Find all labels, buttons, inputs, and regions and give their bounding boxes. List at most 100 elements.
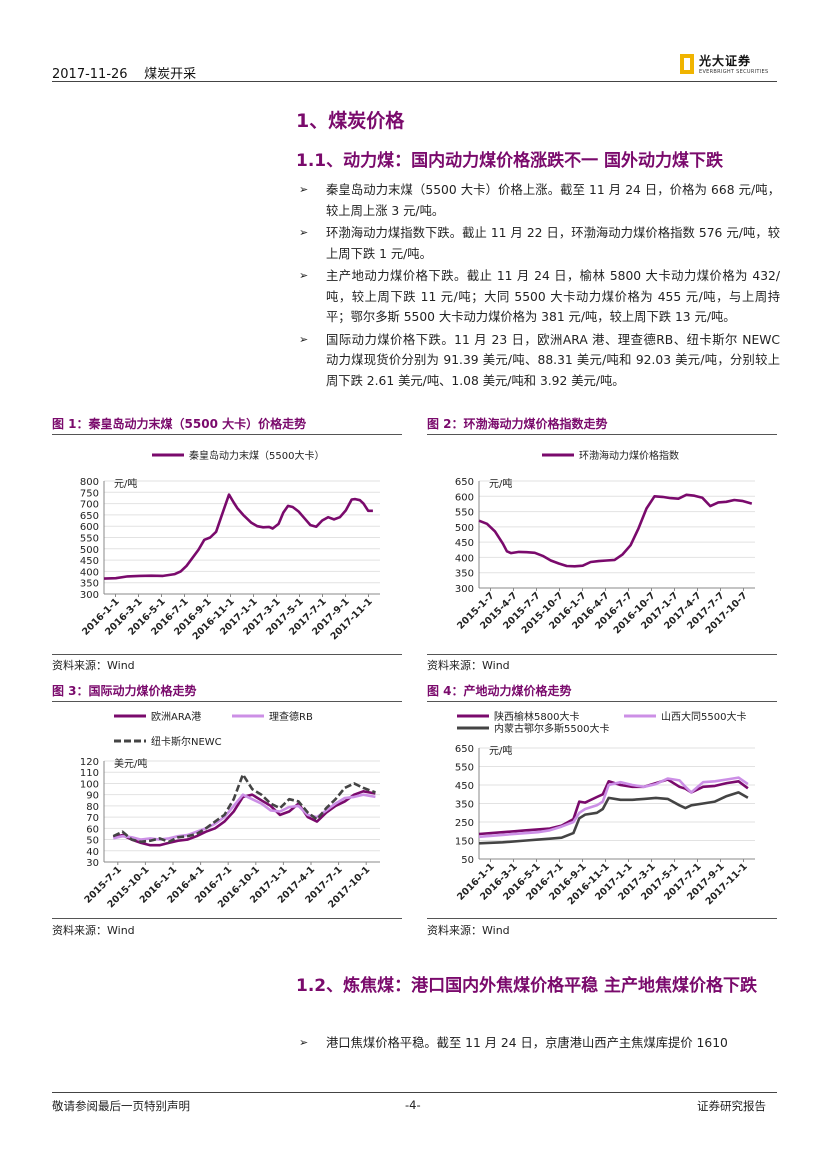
figure-1-divider <box>52 434 402 435</box>
figure-1-bottom-rule <box>52 654 402 655</box>
figure-4-source: 资料来源：Wind <box>427 924 510 937</box>
subsection-title-1: 1.1、动力煤：国内动力煤价格涨跌不一 国外动力煤下跌 <box>296 151 724 171</box>
unit-label: 元/吨 <box>114 477 137 490</box>
list-item: ➢ 国际动力煤价格下跌。11 月 23 日，欧洲ARA 港、理查德RB、纽卡斯尔 … <box>296 330 780 392</box>
y-tick-label: 350 <box>80 579 99 590</box>
figure-4-title: 图 4：产地动力煤价格走势 <box>427 684 572 698</box>
bullet-list-2: ➢ 港口焦煤价格平稳。截至 11 月 24 日，京唐港山西产主焦煤库提价 1610 <box>296 1033 780 1056</box>
series-line-0 <box>103 493 373 580</box>
y-tick-label: 50 <box>461 855 474 866</box>
y-tick-label: 450 <box>455 538 474 549</box>
bullet-text: 港口焦煤价格平稳。截至 11 月 24 日，京唐港山西产主焦煤库提价 1610 <box>326 1036 728 1050</box>
list-item: ➢ 港口焦煤价格平稳。截至 11 月 24 日，京唐港山西产主焦煤库提价 1610 <box>296 1033 780 1054</box>
logo-mark-icon <box>680 54 694 74</box>
y-tick-label: 350 <box>455 569 474 580</box>
series-line-0 <box>478 493 753 568</box>
y-tick-label: 650 <box>455 744 474 755</box>
y-tick-label: 150 <box>455 837 474 848</box>
arrow-bullet-icon: ➢ <box>299 332 309 346</box>
y-tick-label: 550 <box>80 534 99 545</box>
section-title: 1、煤炭价格 <box>296 110 405 132</box>
y-tick-label: 80 <box>86 802 99 813</box>
footer-divider <box>52 1092 777 1093</box>
arrow-bullet-icon: ➢ <box>299 183 309 196</box>
page-number: -4- <box>405 1098 421 1112</box>
legend-label: 欧洲ARA港 <box>151 711 201 723</box>
figure-3-title: 图 3：国际动力煤价格走势 <box>52 684 197 698</box>
list-item: ➢ 主产地动力煤价格下跌。截止 11 月 24 日，榆林 5800 大卡动力煤价格… <box>296 266 780 328</box>
y-tick-label: 250 <box>455 818 474 829</box>
y-tick-label: 40 <box>86 847 99 858</box>
legend-label: 内蒙古鄂尔多斯5500大卡 <box>494 722 609 735</box>
y-tick-label: 550 <box>455 508 474 519</box>
series-line-2 <box>112 773 376 844</box>
header-date: 2017-11-26 <box>52 67 128 82</box>
list-item: ➢ 秦皇岛动力末煤（5500 大卡）价格上涨。截至 11 月 24 日，价格为 6… <box>296 180 780 221</box>
unit-label: 美元/吨 <box>114 757 147 770</box>
series-line-0 <box>478 778 749 836</box>
bullet-text: 秦皇岛动力末煤（5500 大卡）价格上涨。截至 11 月 24 日，价格为 66… <box>326 183 780 218</box>
y-tick-label: 120 <box>80 757 99 768</box>
y-tick-label: 450 <box>80 556 99 567</box>
figure-1-title: 图 1：秦皇岛动力末煤（5500 大卡）价格走势 <box>52 417 307 431</box>
y-tick-label: 750 <box>80 488 99 499</box>
y-tick-label: 600 <box>455 492 474 503</box>
legend-label: 理查德RB <box>269 710 313 723</box>
y-tick-label: 90 <box>86 791 99 802</box>
y-tick-label: 50 <box>86 836 99 847</box>
y-tick-label: 350 <box>455 800 474 811</box>
unit-label: 元/吨 <box>489 744 512 757</box>
y-tick-label: 500 <box>80 545 99 556</box>
y-tick-label: 300 <box>80 590 99 601</box>
figure-3-bottom-rule <box>52 918 402 919</box>
y-tick-label: 600 <box>80 522 99 533</box>
legend-label: 环渤海动力煤价格指数 <box>579 449 679 462</box>
series-line-2 <box>478 791 749 845</box>
subsection-title-2: 1.2、炼焦煤：港口国内外焦煤价格平稳 主产地焦煤价格下跌 <box>296 976 758 996</box>
arrow-bullet-icon: ➢ <box>299 1036 309 1049</box>
y-tick-label: 30 <box>86 858 99 869</box>
header-divider <box>52 81 777 82</box>
figure-3-divider <box>52 701 402 702</box>
figure-3-source: 资料来源：Wind <box>52 924 135 937</box>
y-tick-label: 450 <box>455 781 474 792</box>
arrow-bullet-icon: ➢ <box>299 226 309 239</box>
series-line-0 <box>112 790 376 847</box>
legend-label: 山西大同5500大卡 <box>661 710 746 723</box>
logo-text-cn: 光大证券 <box>699 54 752 68</box>
bullet-text: 主产地动力煤价格下跌。截止 11 月 24 日，榆林 5800 大卡动力煤价格为… <box>326 269 780 324</box>
y-tick-label: 400 <box>80 567 99 578</box>
footer-report-type: 证券研究报告 <box>697 1099 766 1113</box>
figure-1-source: 资料来源：Wind <box>52 659 135 672</box>
header-section: 煤炭开采 <box>144 67 197 82</box>
y-tick-label: 800 <box>80 477 99 488</box>
legend-label: 陕西榆林5800大卡 <box>494 710 579 723</box>
figure-2-divider <box>427 434 777 435</box>
figure-4-bottom-rule <box>427 918 777 919</box>
unit-label: 元/吨 <box>489 477 512 490</box>
series-line-1 <box>478 776 749 839</box>
figure-2-bottom-rule <box>427 654 777 655</box>
series-line-1 <box>112 793 376 841</box>
figure-4-divider <box>427 701 777 702</box>
figure-2-title: 图 2：环渤海动力煤价格指数走势 <box>427 417 608 431</box>
y-tick-label: 300 <box>455 584 474 595</box>
list-item: ➢ 环渤海动力煤指数下跌。截止 11 月 22 日，环渤海动力煤价格指数 576 … <box>296 223 780 264</box>
y-tick-label: 400 <box>455 553 474 564</box>
footer-disclaimer: 敬请参阅最后一页特别声明 <box>52 1099 190 1113</box>
y-tick-label: 650 <box>455 477 474 488</box>
y-tick-label: 650 <box>80 511 99 522</box>
y-tick-label: 500 <box>455 523 474 534</box>
figure-2-source: 资料来源：Wind <box>427 659 510 672</box>
y-tick-label: 60 <box>86 824 99 835</box>
y-tick-label: 100 <box>80 779 99 790</box>
header-date-section: 2017-11-26 煤炭开采 <box>52 63 196 82</box>
y-tick-label: 70 <box>86 813 99 824</box>
logo-text-en: EVERBRIGHT SECURITIES <box>699 69 769 75</box>
legend-label: 纽卡斯尔NEWC <box>151 735 222 748</box>
bullet-text: 环渤海动力煤指数下跌。截止 11 月 22 日，环渤海动力煤价格指数 576 元… <box>326 226 780 261</box>
y-tick-label: 550 <box>455 763 474 774</box>
